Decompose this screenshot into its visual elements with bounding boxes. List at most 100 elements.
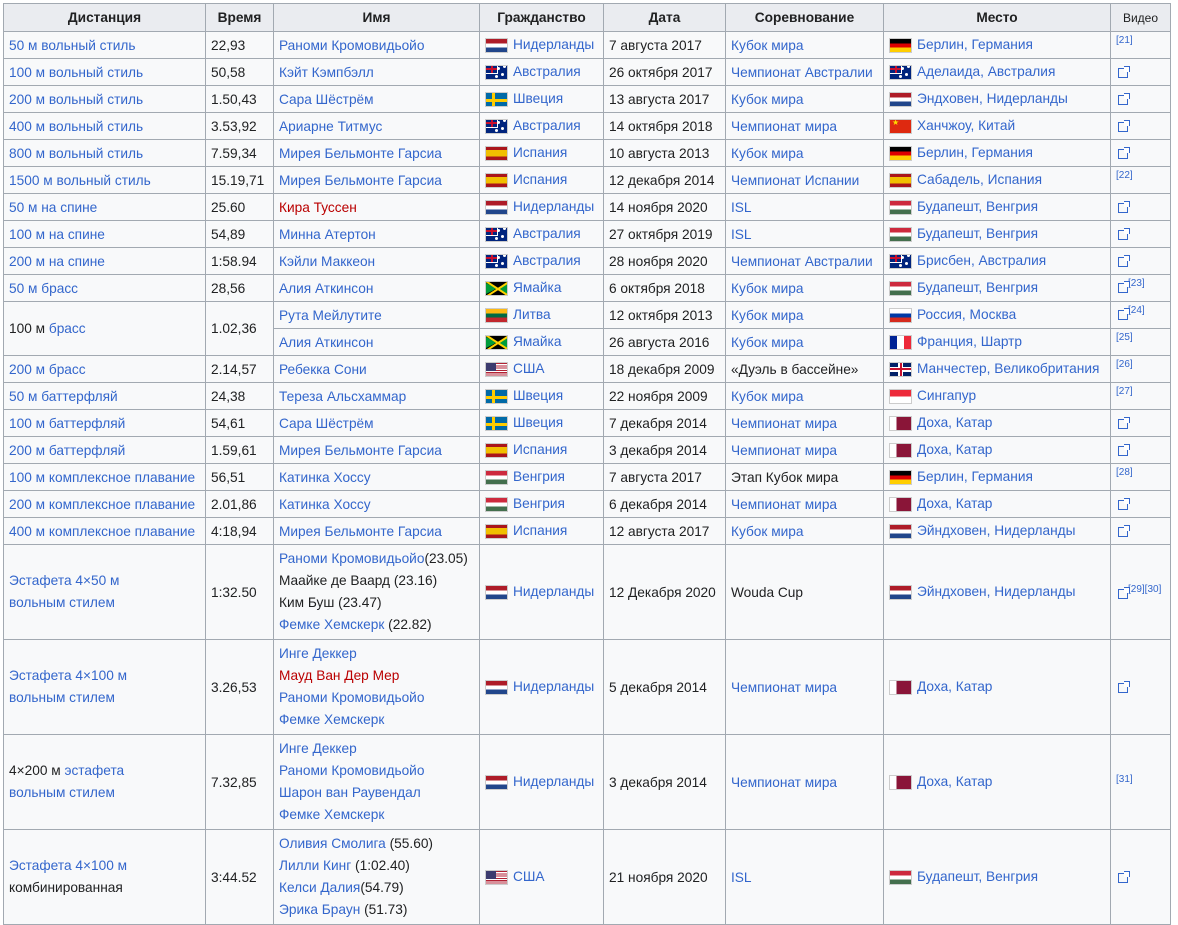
competition-link[interactable]: Чемпионат мира [731,679,838,695]
swimmer-link[interactable]: Кэйт Кэмпбэлл [279,64,374,80]
place-link[interactable]: Будапешт, Венгрия [917,869,1038,885]
stroke-link[interactable]: комплексное плавание [48,469,196,485]
stroke-link[interactable]: на спине [41,199,98,215]
external-link-icon[interactable] [1118,443,1130,456]
distance-prefix[interactable]: 200 м [9,361,49,377]
place-link[interactable]: Брисбен, Австралия [917,253,1047,269]
distance-prefix[interactable]: 50 м [9,388,42,404]
swimmer-link[interactable]: Катинка Хоссу [279,496,371,512]
country-link[interactable]: Испания [513,172,568,188]
place-link[interactable]: Манчестер, Великобритания [917,361,1100,377]
country-link[interactable]: Швеция [513,415,564,431]
place-link[interactable]: Эйндховен, Нидерланды [917,523,1076,539]
external-link-icon[interactable] [1118,254,1130,267]
reference-link[interactable]: [21] [1116,35,1133,46]
relay-link[interactable]: Эстафета 4×50 м [9,573,120,588]
competition-link[interactable]: Чемпионат мира [731,442,838,458]
country-link[interactable]: Швеция [513,91,564,107]
distance-prefix[interactable]: 100 м [9,64,49,80]
place-link[interactable]: Доха, Катар [917,415,993,431]
place-link[interactable]: Доха, Катар [917,496,993,512]
country-link[interactable]: Австралия [513,118,581,134]
distance-prefix[interactable]: 1500 м [9,172,57,188]
country-link[interactable]: США [513,869,545,885]
reference-link[interactable]: [24] [1128,305,1145,316]
country-link[interactable]: США [513,361,545,377]
swimmer-link[interactable]: Шарон ван Раувендал [279,785,421,800]
distance-prefix[interactable]: 100 м [9,226,49,242]
competition-link[interactable]: Чемпионат мира [731,496,838,512]
swimmer-link[interactable]: Мирея Бельмонте Гарсиа [279,145,442,161]
stroke-link[interactable]: брасс [41,280,79,296]
swimmer-link[interactable]: Раноми Кромовидьойо [279,37,425,53]
place-link[interactable]: Будапешт, Венгрия [917,226,1038,242]
country-link[interactable]: Ямайка [513,280,562,296]
reference-link[interactable]: [25] [1116,332,1133,343]
competition-link[interactable]: Кубок мира [731,145,804,161]
stroke-link[interactable]: комплексное плавание [48,496,196,512]
swimmer-link[interactable]: Мирея Бельмонте Гарсиа [279,442,442,458]
external-link-icon[interactable] [1118,146,1130,159]
swimmer-link[interactable]: Мирея Бельмонте Гарсиа [279,523,442,539]
distance-prefix[interactable]: 800 м [9,145,49,161]
swimmer-link[interactable]: Алия Аткинсон [279,280,374,296]
swimmer-link[interactable]: Раноми Кромовидьойо [279,690,425,705]
stroke-link[interactable]: вольный стиль [48,145,144,161]
swimmer-link[interactable]: Лилли Кинг [279,858,352,873]
country-link[interactable]: Венгрия [513,496,565,512]
reference-link[interactable]: [22] [1116,170,1133,181]
stroke-link[interactable]: вольный стиль [41,37,136,53]
competition-link[interactable]: ISL [731,869,752,885]
swimmer-link[interactable]: Рута Мейлутите [279,307,382,323]
swimmer-link[interactable]: Инге Деккер [279,646,357,661]
swimmer-link[interactable]: Катинка Хоссу [279,469,371,485]
swimmer-link[interactable]: Кира Туссен [279,199,357,215]
place-link[interactable]: Сингапур [917,388,977,404]
relay-link[interactable]: Эстафета 4×100 м [9,858,128,873]
distance-prefix[interactable]: 200 м [9,253,49,269]
stroke-link[interactable]: баттерфляй [48,415,126,431]
external-link-icon[interactable] [1118,416,1130,429]
stroke-link[interactable]: баттерфляй [48,442,126,458]
swimmer-link[interactable]: Оливия Смолига [279,836,386,851]
competition-link[interactable]: Чемпионат мира [731,774,838,790]
competition-link[interactable]: Кубок мира [731,388,804,404]
distance-prefix[interactable]: 100 м [9,469,49,485]
external-link-icon[interactable] [1118,119,1130,132]
competition-link[interactable]: Кубок мира [731,523,804,539]
external-link-icon[interactable] [1118,65,1130,78]
swimmer-link[interactable]: Минна Атертон [279,226,376,242]
distance-prefix[interactable]: 50 м [9,280,42,296]
country-link[interactable]: Испания [513,523,568,539]
swimmer-link[interactable]: Тереза Альсхаммар [279,388,407,404]
distance-prefix[interactable]: 400 м [9,523,49,539]
swimmer-link[interactable]: Сара Шёстрём [279,91,374,107]
reference-link[interactable]: [31] [1116,773,1133,785]
relay-link[interactable]: вольным стилем [9,785,115,800]
external-link-icon[interactable] [1118,227,1130,240]
stroke-link[interactable]: вольный стиль [56,172,151,188]
competition-link[interactable]: Чемпионат Австралии [731,253,873,269]
competition-link[interactable]: Кубок мира [731,307,804,323]
stroke-link[interactable]: вольный стиль [48,64,144,80]
relay-link[interactable]: вольным стилем [9,595,115,610]
distance-prefix[interactable]: 100 м [9,415,49,431]
country-link[interactable]: Нидерланды [513,37,595,53]
external-link-icon[interactable] [1118,497,1130,510]
swimmer-link[interactable]: Раноми Кромовидьойо [279,763,425,778]
external-link-icon[interactable] [1118,870,1130,883]
reference-link[interactable]: [28] [1116,467,1133,478]
relay-link[interactable]: эстафета [64,763,125,778]
distance-prefix[interactable]: 200 м [9,91,49,107]
swimmer-link[interactable]: Келси Далия [279,880,361,895]
competition-link[interactable]: Кубок мира [731,37,804,53]
country-link[interactable]: Испания [513,442,568,458]
country-link[interactable]: Испания [513,145,568,161]
swimmer-link[interactable]: Мауд Ван Дер Мер [279,668,400,683]
swimmer-link[interactable]: Эрика Браун [279,902,361,917]
place-link[interactable]: Россия, Москва [917,307,1017,323]
swimmer-link[interactable]: Инге Деккер [279,741,357,756]
country-link[interactable]: Нидерланды [513,584,595,600]
external-link-icon[interactable] [1118,92,1130,105]
distance-prefix[interactable]: 50 м [9,199,42,215]
